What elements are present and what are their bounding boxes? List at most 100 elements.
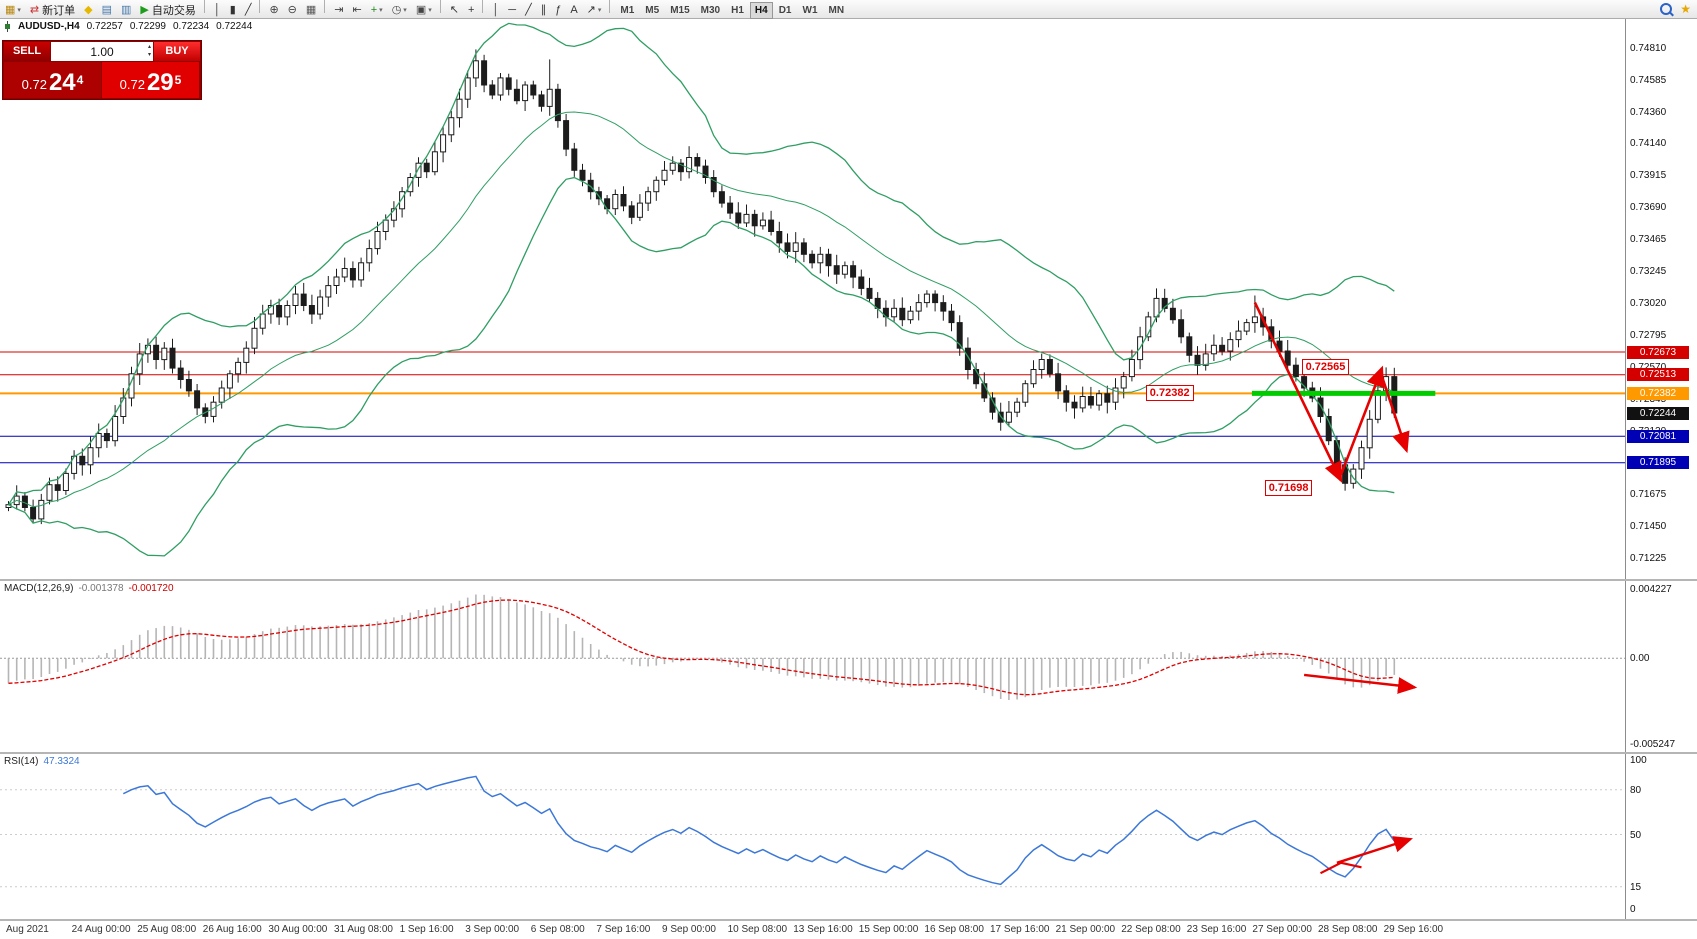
time-tick: 22 Sep 08:00 (1121, 924, 1181, 935)
favorites-icon[interactable]: ★ (1680, 2, 1691, 16)
channel-button[interactable]: ∥ (537, 1, 551, 19)
price-label-text[interactable]: 0.72565 (1301, 359, 1350, 376)
rsi-chart[interactable] (0, 754, 1625, 919)
trend-arrow[interactable] (1253, 302, 1343, 483)
timeframe-h4-button[interactable]: H4 (749, 1, 773, 19)
candle (727, 196, 734, 219)
candle (538, 90, 545, 112)
toolbar-separator (259, 0, 261, 13)
trend-arrow[interactable] (1339, 365, 1384, 476)
templates-button[interactable]: ▣ ▾ (412, 1, 436, 19)
candle (825, 248, 832, 277)
chevron-down-icon[interactable]: ▾ (597, 6, 602, 14)
autotrading-button[interactable]: ▶ 自动交易 (136, 1, 199, 19)
candle (1251, 295, 1258, 333)
main-chart-pane[interactable]: AUDUSD-,H4 0.72257 0.72299 0.72234 0.722… (0, 18, 1625, 579)
chevron-down-icon[interactable]: ▾ (379, 6, 383, 14)
timeframe-d1-button[interactable]: D1 (778, 4, 792, 16)
candle (653, 176, 660, 201)
candle (185, 370, 192, 397)
timeframe-m30-button[interactable]: M30 (700, 4, 721, 16)
candlestick-button[interactable]: ▮ (226, 1, 240, 19)
timeframe-m15-button[interactable]: M15 (670, 4, 690, 16)
candle (333, 268, 340, 294)
timeframe-w1-button[interactable]: W1 (802, 4, 818, 16)
candle (858, 269, 865, 296)
buy-price-panel[interactable]: 0.72 29 5 (102, 62, 199, 98)
time-tick: 25 Aug 08:00 (137, 924, 197, 935)
annotation-arrow[interactable] (1336, 836, 1413, 864)
zoom-in-button[interactable]: ⊕ (265, 1, 282, 19)
new-chart-button[interactable]: ▦ ▾ (1, 1, 25, 19)
periods-button[interactable]: ◷ ▾ (388, 1, 411, 19)
crosshair-button[interactable]: + (464, 1, 478, 19)
candle (1202, 343, 1209, 371)
bar-chart-button[interactable]: │ (210, 1, 225, 19)
candle (95, 423, 102, 458)
trend-arrow[interactable] (1380, 376, 1410, 454)
candle (341, 257, 348, 283)
candle (177, 360, 184, 389)
time-axis[interactable]: Aug 2021 24 Aug 00:00 25 Aug 08:00 26 Aug 1… (0, 921, 1625, 939)
buy-button[interactable]: BUY (154, 42, 200, 61)
macd-chart[interactable] (0, 581, 1625, 752)
trendline-button[interactable]: ╱ (521, 1, 536, 19)
ohlc-low: 0.72234 (172, 21, 210, 32)
pane-separator[interactable] (0, 579, 1697, 581)
chevron-down-icon[interactable]: ▾ (17, 6, 21, 14)
timeframe-mn-button[interactable]: MN (828, 4, 845, 16)
candle (923, 290, 930, 308)
candle (677, 159, 684, 181)
zoom-out-button[interactable]: ⊖ (284, 1, 301, 19)
auto-scroll-button[interactable]: ⇥ (330, 1, 347, 19)
chart-shift-button[interactable]: ⇤ (349, 1, 366, 19)
market-watch-button[interactable]: ▤ (98, 1, 116, 19)
line-chart-button[interactable]: ╱ (241, 1, 256, 19)
chevron-down-icon[interactable]: ▾ (428, 6, 432, 14)
timeframe-h1-button[interactable]: H1 (731, 4, 744, 16)
candle (841, 261, 848, 279)
volume-stepper[interactable]: ▴ ▾ (147, 44, 151, 58)
candle (571, 142, 578, 177)
candle (1374, 381, 1381, 424)
timeframe-m5-button[interactable]: M5 (645, 4, 660, 16)
toolbar-separator (482, 0, 484, 13)
autotrading-icon: ▶ (140, 3, 149, 16)
metaeditor-button[interactable]: ◆ (80, 1, 96, 19)
cursor-button[interactable]: ↖ (446, 1, 463, 19)
sell-button[interactable]: SELL (4, 42, 50, 61)
sell-price-panel[interactable]: 0.72 24 4 (4, 62, 101, 98)
arrows-button[interactable]: ↗ ▾ (583, 1, 606, 19)
tile-windows-button[interactable]: ▦ (302, 1, 320, 19)
horizontal-line-button[interactable]: ─ (504, 1, 520, 19)
search-icon[interactable] (1660, 3, 1673, 15)
new-order-button[interactable]: ⇄ 新订单 (26, 1, 79, 19)
candle (1186, 332, 1193, 363)
annotation-arrow[interactable] (1303, 673, 1418, 694)
candle (161, 342, 168, 370)
indicators-button[interactable]: + ▾ (367, 1, 387, 19)
time-tick: 24 Aug 00:00 (71, 924, 131, 935)
text-button[interactable]: A (566, 1, 581, 19)
price-label-text[interactable]: 0.71698 (1264, 479, 1313, 496)
zoom-in-icon: ⊕ (269, 3, 279, 16)
timeframe-m1-button[interactable]: M1 (620, 4, 635, 16)
chevron-down-icon[interactable]: ▾ (403, 6, 407, 14)
price-axis[interactable]: 0.004227 0.00 -0.005247 100 80 50 15 0 0.74810 0.… (1625, 18, 1697, 921)
pane-separator[interactable] (0, 752, 1697, 754)
annotation-hook[interactable] (1320, 861, 1362, 875)
data-window-button[interactable]: ▥ (117, 1, 135, 19)
price-label-text[interactable]: 0.72382 (1145, 385, 1194, 402)
vertical-line-button[interactable]: │ (488, 1, 503, 19)
candle (636, 194, 643, 221)
candle (1055, 362, 1062, 400)
candlestick-chart[interactable] (0, 18, 1625, 579)
fibonacci-button[interactable]: ƒ (551, 1, 565, 19)
candle (686, 146, 693, 179)
ohlc-close: 0.72244 (216, 21, 253, 32)
volume-input[interactable]: 1.00 ▴ ▾ (51, 42, 153, 61)
current-price-badge: 0.72244 (1627, 406, 1689, 420)
rsi-pane[interactable]: RSI(14) 47.3324 (0, 754, 1625, 919)
macd-pane[interactable]: MACD(12,26,9) -0.001378 -0.001720 (0, 581, 1625, 752)
market-watch-icon: ▤ (101, 3, 113, 16)
